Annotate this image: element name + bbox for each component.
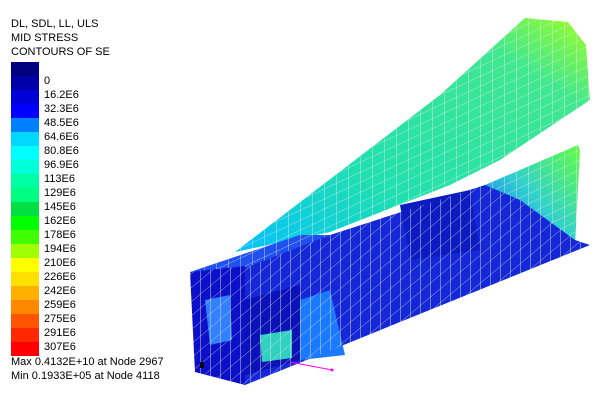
legend-label: 162E6 bbox=[44, 215, 76, 227]
legend-label: 64.6E6 bbox=[44, 131, 79, 143]
legend-label: 226E6 bbox=[44, 271, 76, 283]
legend-swatch bbox=[11, 202, 39, 216]
legend-label: 129E6 bbox=[44, 187, 76, 199]
diagonal-brace bbox=[235, 18, 590, 252]
legend-swatch bbox=[11, 62, 39, 76]
legend-label: 16.2E6 bbox=[44, 89, 79, 101]
legend-label: 32.3E6 bbox=[44, 103, 79, 115]
legend-label: 259E6 bbox=[44, 299, 76, 311]
legend-swatch bbox=[11, 328, 39, 342]
legend-label: 307E6 bbox=[44, 341, 76, 353]
legend-swatch bbox=[11, 314, 39, 328]
legend-swatch bbox=[11, 244, 39, 258]
legend-label: 194E6 bbox=[44, 243, 76, 255]
legend-label: 291E6 bbox=[44, 327, 76, 339]
legend-swatch bbox=[11, 76, 39, 90]
legend-swatch bbox=[11, 188, 39, 202]
legend-swatch bbox=[11, 258, 39, 272]
legend-swatch bbox=[11, 286, 39, 300]
legend-swatch bbox=[11, 118, 39, 132]
legend-label: 210E6 bbox=[44, 257, 76, 269]
legend-swatch bbox=[11, 174, 39, 188]
legend-label: 242E6 bbox=[44, 285, 76, 297]
legend-swatch bbox=[11, 104, 39, 118]
min-value-readout: Min 0.1933E+05 at Node 4118 bbox=[11, 370, 160, 382]
legend-swatch bbox=[11, 230, 39, 244]
box-end-face bbox=[190, 266, 245, 385]
legend-label: 178E6 bbox=[44, 229, 76, 241]
legend-swatch bbox=[11, 342, 39, 356]
legend-label: 0 bbox=[44, 75, 51, 87]
legend-swatch bbox=[11, 132, 39, 146]
legend-label: 145E6 bbox=[44, 201, 76, 213]
legend-label: 48.5E6 bbox=[44, 117, 79, 129]
legend-label: 80.8E6 bbox=[44, 145, 79, 157]
legend-swatch bbox=[11, 216, 39, 230]
legend-swatch bbox=[11, 160, 39, 174]
load-case-title: DL, SDL, LL, ULS bbox=[11, 18, 99, 30]
legend-label: 275E6 bbox=[44, 313, 76, 325]
max-value-readout: Max 0.4132E+10 at Node 2967 bbox=[11, 356, 164, 368]
open-web-section bbox=[245, 285, 300, 375]
legend-label: 96.9E6 bbox=[44, 159, 79, 171]
axis-marker bbox=[200, 361, 334, 372]
legend-swatch bbox=[11, 90, 39, 104]
legend-swatch bbox=[11, 300, 39, 314]
stress-location-title: MID STRESS bbox=[11, 32, 79, 44]
contour-type-title: CONTOURS OF SE bbox=[11, 46, 110, 58]
legend-label: 113E6 bbox=[44, 173, 75, 185]
box-top-flange bbox=[190, 235, 330, 272]
legend-swatch bbox=[11, 272, 39, 286]
box-side-web bbox=[245, 185, 590, 385]
legend-swatch bbox=[11, 146, 39, 160]
